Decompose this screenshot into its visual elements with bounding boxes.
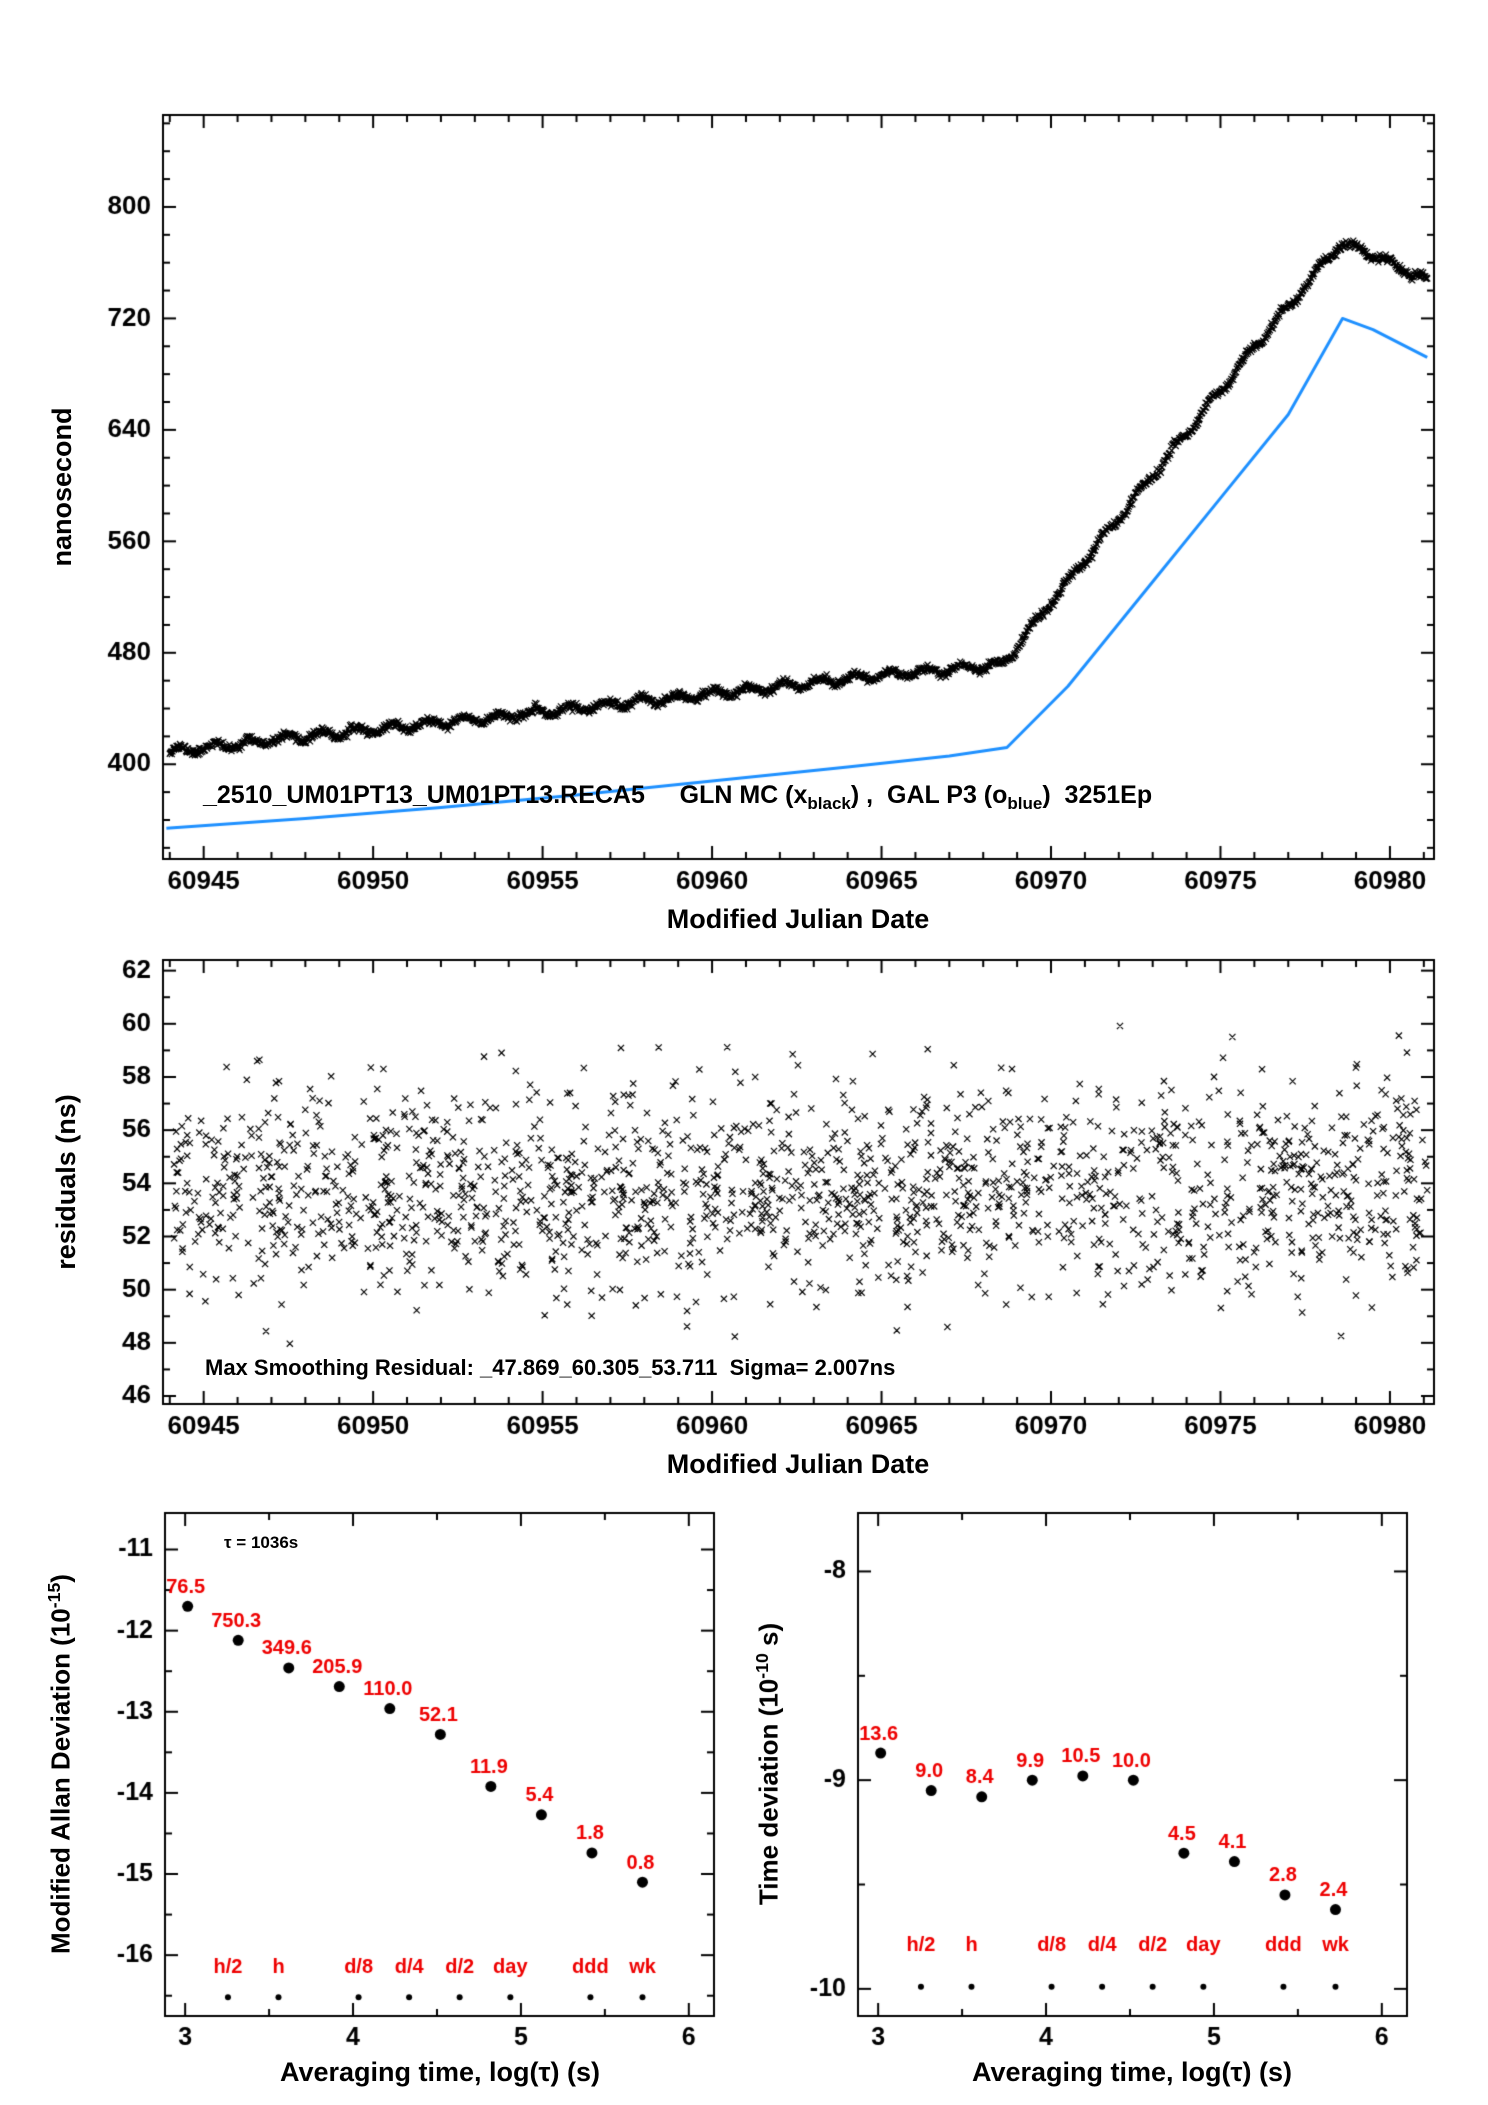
top-chart-annotation: _2510_UM01PT13_UM01PT13.RECA5 GLN MC (xb… xyxy=(203,781,1153,813)
top-chart-ylabel: nanosecond xyxy=(46,407,77,567)
mdev-xlabel: Averaging time, log(τ) (s) xyxy=(279,2057,601,2087)
top-chart-xlabel: Modified Julian Date xyxy=(666,904,930,934)
tdev-xlabel: Averaging time, log(τ) (s) xyxy=(971,2057,1293,2087)
residuals-xlabel: Modified Julian Date xyxy=(666,1449,930,1479)
mdev-ylabel: Modified Allan Deviation (10-15) xyxy=(44,1574,76,1954)
tdev-ylabel: Time deviation (10-10 s) xyxy=(752,1622,784,1906)
residuals-annotation: Max Smoothing Residual: _47.869_60.305_5… xyxy=(205,1355,896,1380)
mdev-tau-annotation: τ = 1036s xyxy=(224,1533,299,1552)
residuals-ylabel: residuals (ns) xyxy=(50,1094,81,1270)
